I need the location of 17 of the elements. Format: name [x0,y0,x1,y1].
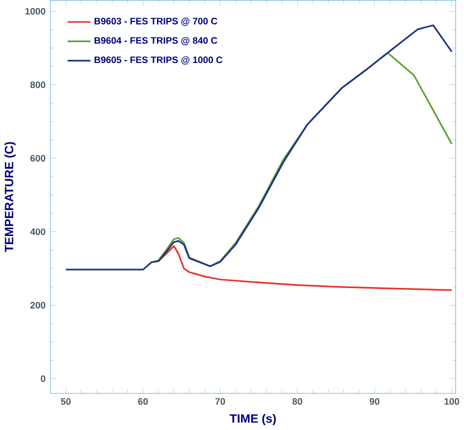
x-tick-label: 90 [370,398,380,405]
legend-label: B9603 - FES TRIPS @ 700 C [94,18,218,26]
x-tick-label: 60 [138,398,148,405]
x-tick-label: 70 [215,398,226,405]
y-tick-label: 600 [30,155,46,162]
y-tick-label: 800 [30,82,46,88]
x-axis-title: TIME (s) [230,414,276,426]
y-axis-title: TEMPERATURE (C) [4,142,16,252]
y-tick-label: 200 [30,302,46,309]
x-tick-label: 80 [292,398,302,405]
y-tick-label: 400 [30,228,46,236]
y-tick-label: 1000 [25,8,46,15]
legend-label: B9604 - FES TRIPS @ 840 C [94,37,218,46]
legend-label: B9605 - FES TRIPS @ 1000 C [94,56,222,65]
x-tick-label: 50 [60,398,71,405]
y-tick-label: 0 [40,376,46,382]
x-tick-label: 100 [444,398,460,405]
